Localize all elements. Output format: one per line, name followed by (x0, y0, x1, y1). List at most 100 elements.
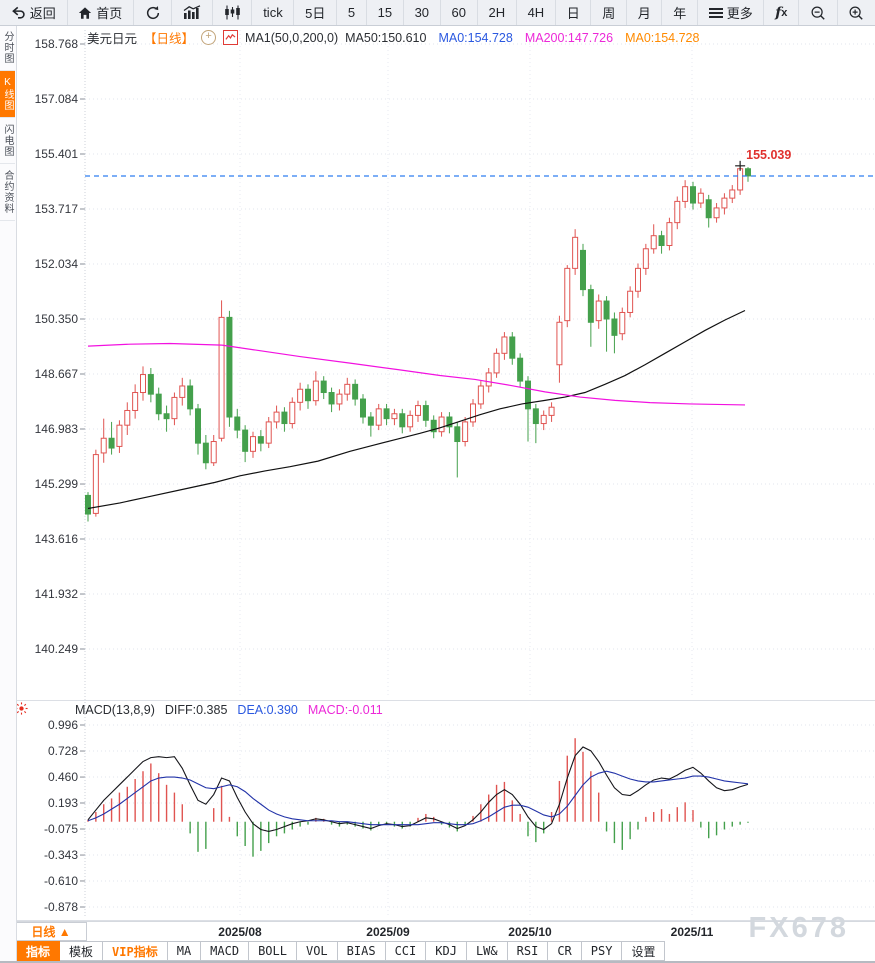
interval-2h[interactable]: 2H (476, 0, 516, 25)
interval-day-label: 日 (566, 6, 580, 21)
home-button[interactable]: 首页 (66, 0, 134, 25)
refresh-button[interactable] (133, 0, 171, 25)
interval-month-label: 月 (637, 6, 651, 21)
zoom-in-button[interactable] (836, 0, 875, 25)
interval-30m[interactable]: 30 (402, 0, 440, 25)
candlestick-icon (224, 5, 241, 20)
ma-settings-label: MA1(50,0,200,0) (245, 30, 339, 45)
tab-模板[interactable]: 模板 (60, 941, 104, 961)
chart-header: 美元日元 【日线】 + MA1(50,0,200,0) MA50:150.610… (87, 28, 699, 47)
interval-day[interactable]: 日 (554, 0, 591, 25)
menu-icon (708, 7, 723, 19)
interval-60m-label: 60 (451, 5, 466, 20)
svg-text:0.728: 0.728 (48, 744, 78, 758)
macd-value-label: DIFF:0.385 (164, 703, 228, 717)
watermark: FX678 (748, 912, 849, 944)
month-label: 2025/11 (670, 925, 714, 939)
home-button-label: 首页 (96, 6, 123, 21)
interval-5m[interactable]: 5 (336, 0, 366, 25)
gridlines (16, 30, 875, 921)
month-label: 2025/10 (508, 925, 552, 939)
svg-text:-0.343: -0.343 (44, 848, 78, 862)
svg-text:0.996: 0.996 (48, 718, 78, 732)
ma-value-labels: MA50:150.610 MA0:154.728 MA200:147.726 MA0:… (345, 31, 699, 45)
tab-VIP指标[interactable]: VIP指标 (103, 941, 168, 961)
svg-text:0.460: 0.460 (48, 770, 78, 784)
tab-KDJ[interactable]: KDJ (426, 941, 467, 961)
interval-4h[interactable]: 4H (515, 0, 555, 25)
period-selector[interactable]: 日线 ▲ (15, 922, 87, 941)
interval-30m-label: 30 (414, 5, 430, 20)
ma-value-label: MA0:154.728 (438, 30, 513, 45)
macd-value-labels: DIFF:0.385 DEA:0.390 MACD:-0.011 (155, 703, 383, 717)
interval-year-label: 年 (673, 6, 687, 21)
tab-BOLL[interactable]: BOLL (249, 941, 297, 961)
macd-diff-line (87, 746, 749, 833)
month-label: 2025/08 (218, 925, 262, 939)
back-button[interactable]: 返回 (0, 0, 67, 25)
interval-60m[interactable]: 60 (439, 0, 477, 25)
sidebar-item[interactable]: 合约资料 (0, 164, 15, 221)
interval-5d-label: 5日 (305, 6, 326, 21)
symbol-name: 美元日元 (87, 32, 138, 46)
svg-text:140.249: 140.249 (35, 642, 79, 656)
tab-CR[interactable]: CR (548, 941, 582, 961)
svg-text:-0.610: -0.610 (44, 874, 78, 888)
candlestick-button[interactable] (211, 0, 251, 25)
ma-value-label: MA0:154.728 (625, 30, 700, 45)
tab-VOL[interactable]: VOL (296, 941, 338, 961)
sidebar-item[interactable]: K线图 (0, 71, 15, 118)
ma-value-label: MA50:150.610 (345, 30, 427, 45)
tab-LW&[interactable]: LW& (466, 941, 508, 961)
zoom-in-icon (848, 5, 864, 21)
macd-histogram (87, 738, 749, 857)
svg-text:143.616: 143.616 (35, 532, 79, 546)
svg-text:146.983: 146.983 (35, 422, 79, 436)
svg-text:158.768: 158.768 (35, 37, 79, 51)
tab-MA[interactable]: MA (167, 941, 202, 961)
interval-4h-label: 4H (527, 5, 545, 20)
svg-text:0.193: 0.193 (48, 796, 78, 810)
tab-指标[interactable]: 指标 (16, 941, 61, 961)
sidebar-item[interactable]: 闪电图 (0, 118, 15, 164)
svg-text:141.932: 141.932 (35, 587, 79, 601)
ma-value-label: MA200:147.726 (524, 30, 614, 45)
zoom-out-icon (810, 5, 826, 21)
interval-month[interactable]: 月 (625, 0, 662, 25)
more-button[interactable]: 更多 (696, 0, 764, 25)
macd-value-label: DEA:0.390 (237, 703, 298, 717)
interval-5d[interactable]: 5日 (293, 0, 336, 25)
bottom-strip (0, 961, 875, 963)
ma-indicator-icon[interactable] (223, 30, 239, 45)
macd-value-label: MACD:-0.011 (307, 703, 383, 717)
tab-PSY[interactable]: PSY (581, 941, 623, 961)
macd-header: MACD(13,8,9) DIFF:0.385 DEA:0.390 MACD:-0.… (14, 701, 383, 719)
add-compare-icon[interactable]: + (201, 30, 217, 45)
month-label: 2025/09 (366, 925, 410, 939)
ma50-line (87, 309, 746, 510)
tab-BIAS[interactable]: BIAS (337, 941, 386, 961)
combo-chart-icon (183, 5, 201, 20)
tab-RSI[interactable]: RSI (507, 941, 549, 961)
zoom-out-button[interactable] (798, 0, 836, 25)
refresh-icon (145, 5, 161, 21)
more-button-label: 更多 (726, 6, 753, 21)
interval-week[interactable]: 周 (590, 0, 626, 25)
interval-15m[interactable]: 15 (365, 0, 403, 25)
interval-tick[interactable]: tick (251, 0, 293, 25)
interval-year[interactable]: 年 (661, 0, 697, 25)
sidebar-item[interactable]: 分时图 (0, 25, 15, 71)
high-marker: 155.039 (735, 148, 791, 171)
combo-chart-button[interactable] (171, 0, 211, 25)
period-label: 【日线】 (144, 32, 195, 46)
tab-CCI[interactable]: CCI (385, 941, 427, 961)
interval-15m-label: 15 (377, 5, 393, 20)
tab-设置[interactable]: 设置 (622, 941, 666, 961)
tab-MACD[interactable]: MACD (201, 941, 250, 961)
interval-5m-label: 5 (347, 5, 356, 20)
svg-text:-0.878: -0.878 (44, 900, 78, 914)
